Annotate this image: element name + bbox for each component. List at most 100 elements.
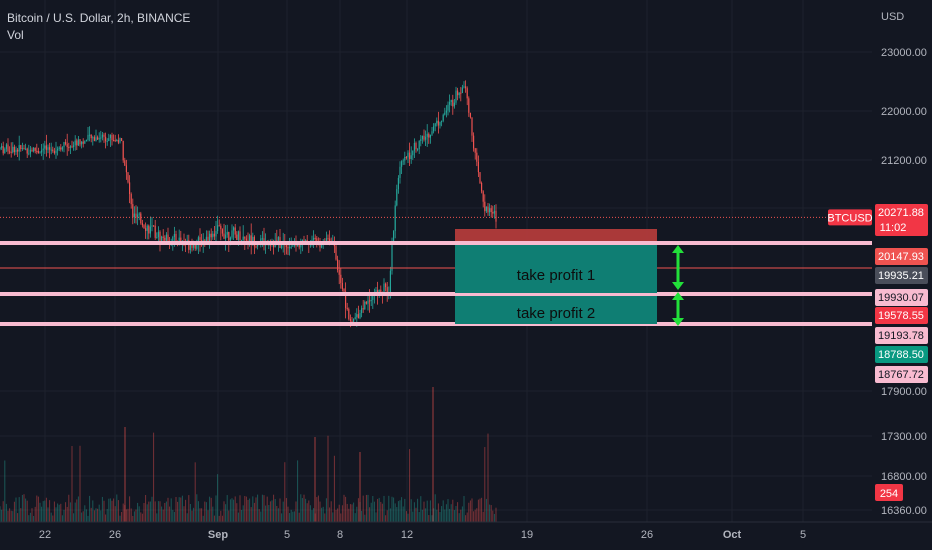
- volume-bar: [41, 506, 43, 522]
- volume-bar: [229, 499, 231, 522]
- candle-body: [63, 142, 65, 148]
- arrow-annotations[interactable]: [672, 245, 684, 326]
- candle-body: [10, 151, 12, 153]
- price-tag-19193.78: [875, 327, 928, 344]
- volume-bar: [277, 508, 279, 522]
- symbol-title[interactable]: Bitcoin / U.S. Dollar, 2h, BINANCE: [7, 11, 191, 25]
- candle-body: [47, 147, 49, 150]
- candle-body: [450, 99, 452, 103]
- candle-body: [138, 213, 140, 215]
- position-zones[interactable]: take profit 1 take profit 2: [455, 229, 657, 324]
- candle-body: [461, 87, 463, 94]
- price-tag-label: 18788.50: [878, 349, 924, 361]
- horizontal-levels[interactable]: [0, 216, 872, 326]
- volume-bar: [20, 508, 22, 522]
- candle-body: [380, 289, 382, 293]
- volume-bar: [487, 433, 489, 522]
- volume-bar: [101, 496, 103, 522]
- candle-body: [0, 147, 1, 149]
- volume-bar: [244, 495, 246, 522]
- time-axis[interactable]: 22 26 Sep 5 8 12 19 26 Oct 5: [0, 521, 932, 541]
- candle-body: [345, 291, 347, 308]
- volume-bar: [36, 495, 38, 522]
- volume-bar: [465, 515, 467, 522]
- volume-bar: [247, 499, 249, 522]
- candle-body: [396, 189, 398, 206]
- candle-body: [21, 147, 23, 149]
- take-profit-2-label: take profit 2: [517, 305, 595, 322]
- volume-bar: [39, 502, 41, 522]
- volume-bar: [365, 494, 367, 522]
- volume-bar: [15, 497, 17, 522]
- volume-bar: [306, 503, 308, 522]
- volume-bar: [396, 507, 398, 522]
- volume-bar: [125, 509, 127, 522]
- volume-bar: [169, 506, 171, 522]
- volume-bar: [237, 512, 239, 522]
- volume-bar: [353, 502, 355, 522]
- candle-body: [79, 139, 81, 145]
- candle-body: [154, 225, 156, 238]
- candle-body: [484, 201, 486, 212]
- candle-body: [455, 90, 457, 103]
- volume-bar: [50, 512, 52, 522]
- price-tick-label: 23000.00: [881, 47, 927, 59]
- volume-bar: [221, 515, 223, 522]
- volume-bar: [60, 503, 62, 522]
- candle-body: [173, 233, 175, 237]
- volume-bar: [289, 513, 291, 522]
- candle-body: [132, 204, 134, 218]
- volume-bar: [109, 498, 111, 522]
- candle-body: [364, 301, 366, 310]
- candle-body: [31, 149, 33, 152]
- stop-loss-zone: [455, 229, 657, 241]
- candle-body: [354, 317, 356, 319]
- volume-bar: [317, 495, 319, 522]
- volume-bar: [207, 510, 209, 522]
- price-tick-label: 21200.00: [881, 155, 927, 167]
- candle-body: [290, 246, 292, 248]
- volume-bar: [373, 501, 375, 522]
- candle-body: [5, 144, 7, 149]
- candle-body: [15, 149, 17, 153]
- candle-body: [436, 120, 438, 124]
- volume-bar: [482, 511, 484, 522]
- volume-bar: [90, 507, 92, 522]
- candle-body: [20, 145, 22, 149]
- price-tag-label: 19930.07: [878, 292, 924, 304]
- volume-bar: [343, 494, 345, 522]
- candle-body: [53, 151, 55, 154]
- volume-bar: [450, 504, 452, 522]
- volume-bar: [447, 499, 449, 522]
- take-profit-2-arrow: [672, 292, 684, 326]
- candle-body: [460, 92, 462, 94]
- price-tag-19935.21: [875, 267, 928, 284]
- volume-bar: [116, 494, 118, 522]
- price-tick-label: 16360.00: [881, 505, 927, 517]
- volume-bar: [17, 513, 19, 522]
- volume-bar: [65, 502, 67, 522]
- volume-bar: [170, 498, 172, 522]
- candle-body: [149, 226, 151, 234]
- volume-spike: [432, 387, 434, 522]
- candle-body: [372, 296, 374, 300]
- volume-bar: [255, 497, 257, 522]
- volume-bar: [148, 501, 150, 522]
- volume-bar: [138, 506, 140, 522]
- volume-bar: [108, 498, 110, 522]
- volume-bar: [268, 505, 270, 522]
- candle-body: [175, 233, 177, 242]
- volume-bar: [74, 502, 76, 522]
- volume-bar: [370, 502, 372, 522]
- price-tag-label: 18767.72: [878, 369, 924, 381]
- candle-body: [71, 146, 73, 148]
- volume-bar: [226, 495, 228, 522]
- candle-body: [386, 287, 388, 295]
- candle-body: [77, 139, 79, 146]
- candle-body: [151, 225, 153, 227]
- volume-label[interactable]: Vol: [7, 28, 24, 42]
- candle-body: [93, 137, 95, 141]
- candle-body: [234, 227, 236, 235]
- volume-bar: [111, 500, 113, 522]
